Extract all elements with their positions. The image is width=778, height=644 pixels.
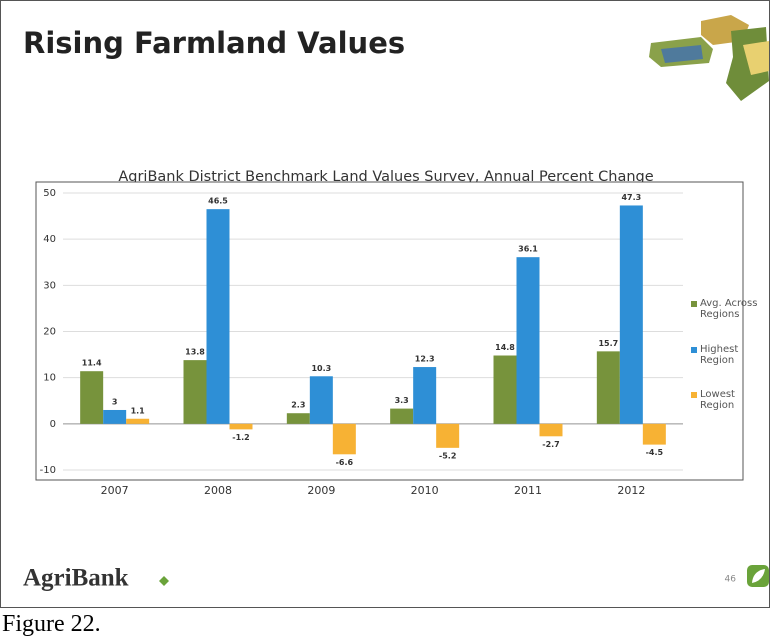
slide-title: Rising Farmland Values: [23, 26, 405, 60]
bar: [286, 413, 310, 424]
data-label: 3: [112, 397, 118, 406]
bar: [436, 423, 460, 448]
y-tick-label: 50: [43, 188, 56, 199]
bar: [126, 418, 150, 424]
bar: [390, 408, 414, 424]
caption: Figure 22.: [2, 611, 101, 637]
data-label: 15.7: [598, 339, 618, 348]
data-label: -2.7: [542, 440, 560, 449]
legend-label: Avg. Across Regions: [700, 298, 758, 320]
bar: [103, 409, 127, 424]
data-label: 36.1: [518, 245, 538, 254]
y-tick-label: -10: [40, 465, 56, 476]
data-label: 2.3: [291, 401, 305, 410]
data-label: 3.3: [395, 396, 409, 405]
legend-entry: Lowest Region: [691, 389, 760, 411]
logo-mark: [159, 576, 169, 586]
y-tick-label: 40: [43, 234, 56, 245]
leaf-shape: [752, 569, 765, 583]
legend-swatch: [691, 392, 697, 398]
data-label: -4.5: [646, 448, 664, 457]
x-tick-label: 2012: [617, 484, 645, 497]
chart-title: AgriBank District Benchmark Land Values …: [118, 169, 653, 185]
bar: [206, 209, 230, 424]
data-label: -5.2: [439, 451, 457, 460]
x-tick-label: 2011: [514, 484, 542, 497]
slide: Rising Farmland Values AgriBank District…: [0, 0, 770, 608]
bar: [493, 355, 517, 424]
bar: [229, 423, 253, 430]
bar: [332, 423, 356, 455]
x-tick-label: 2008: [204, 484, 232, 497]
data-label: -1.2: [232, 433, 250, 442]
bar: [539, 423, 563, 437]
legend-entry: Avg. Across Regions: [691, 298, 760, 320]
bar: [413, 367, 437, 424]
data-label: 13.8: [185, 348, 205, 357]
data-label: 47.3: [621, 193, 641, 202]
y-tick-label: 10: [43, 373, 56, 384]
data-label: -6.6: [336, 458, 354, 467]
bar: [516, 257, 540, 424]
x-tick-label: 2009: [307, 484, 335, 497]
legend-label: Highest Region: [700, 344, 739, 366]
x-tick-label: 2010: [411, 484, 439, 497]
bar: [642, 423, 666, 445]
bar: [183, 360, 207, 424]
data-label: 11.4: [82, 359, 102, 368]
logo: AgriBank: [23, 565, 129, 592]
header-image: [649, 15, 769, 101]
y-tick-label: 0: [50, 419, 56, 430]
bar: [309, 376, 333, 424]
x-tick-label: 2007: [101, 484, 129, 497]
legend-label: Lowest Region: [700, 389, 735, 411]
legend-swatch: [691, 347, 697, 353]
chart: Rising Farmland Values AgriBank District…: [23, 15, 769, 592]
data-label: 1.1: [131, 406, 146, 415]
y-tick-label: 20: [43, 327, 56, 338]
data-label: 10.3: [311, 364, 331, 373]
data-label: 12.3: [415, 355, 435, 364]
page-number: 46: [725, 575, 737, 585]
y-tick-label: 30: [43, 280, 56, 291]
legend-entry: Highest Region: [691, 344, 760, 366]
legend-swatch: [691, 301, 697, 307]
data-label: 46.5: [208, 197, 228, 206]
bar: [619, 205, 643, 424]
data-label: 14.8: [495, 343, 515, 352]
bar: [596, 351, 620, 424]
bar: [80, 371, 104, 424]
